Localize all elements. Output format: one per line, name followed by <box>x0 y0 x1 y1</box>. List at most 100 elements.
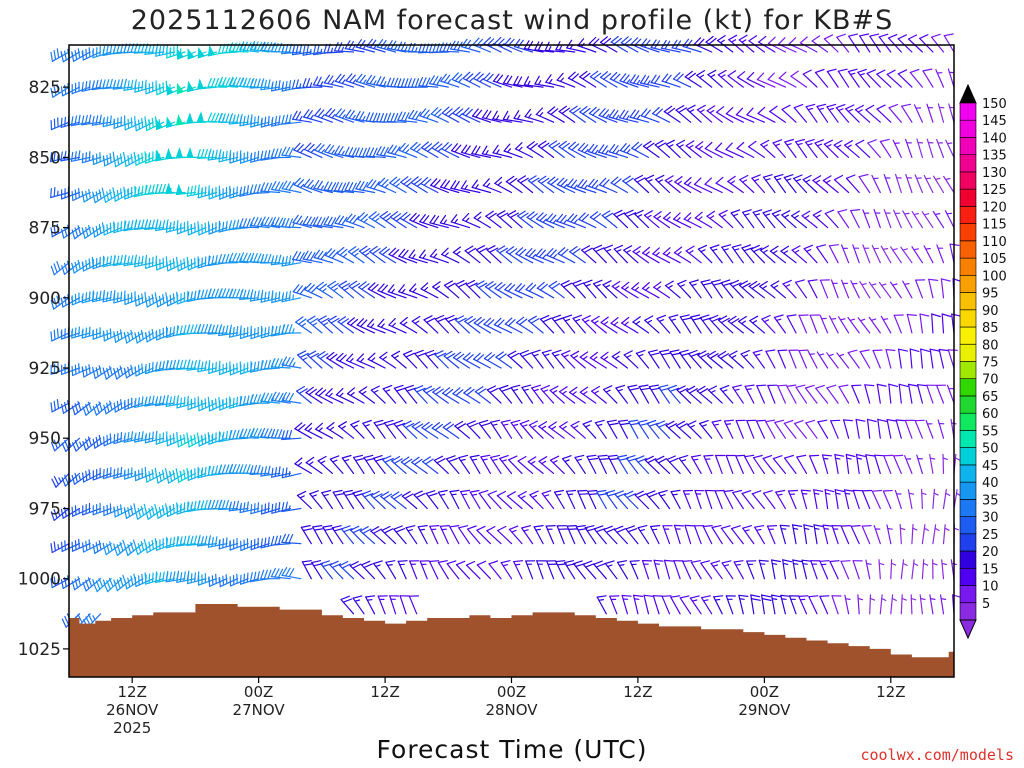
barb-feather <box>429 75 435 85</box>
barb-feather <box>87 577 93 587</box>
barb-feather <box>337 316 347 323</box>
barb-feather <box>607 454 618 457</box>
barb-feather <box>441 106 450 114</box>
barb-feather <box>370 490 380 497</box>
barb-half-feather <box>435 285 440 290</box>
wind-barb <box>124 291 144 306</box>
wind-barb <box>662 247 681 264</box>
barb-feather <box>422 385 432 392</box>
barb-feather <box>405 352 415 358</box>
barb-feather <box>218 222 221 233</box>
barb-feather <box>221 113 226 123</box>
wind-barb <box>292 251 312 264</box>
barb-shaft <box>687 424 702 439</box>
barb-feather <box>710 560 721 565</box>
wind-barb <box>401 491 418 510</box>
barb-feather <box>361 283 370 290</box>
barb-feather <box>70 151 74 162</box>
barb-half-feather <box>697 216 703 221</box>
barb-feather <box>267 79 271 90</box>
wind-barb <box>450 180 470 194</box>
barb-shaft <box>329 458 344 474</box>
barb-half-feather <box>542 218 547 223</box>
barb-feather <box>720 525 731 529</box>
wind-barb <box>667 384 681 404</box>
wind-barb <box>473 316 491 334</box>
barb-feather <box>429 560 440 563</box>
barb-feather <box>288 290 292 301</box>
barb-feather <box>419 214 426 223</box>
wind-barb <box>165 570 186 583</box>
barb-half-feather <box>363 218 368 223</box>
barb-shaft <box>452 357 470 369</box>
barb-feather <box>678 455 689 459</box>
barb-feather <box>460 180 467 189</box>
barb-feather <box>123 80 127 92</box>
wind-barb <box>508 525 523 545</box>
barb-feather <box>640 387 651 391</box>
wind-barb <box>134 291 154 307</box>
barb-feather <box>537 175 547 182</box>
barb-feather <box>605 490 616 494</box>
barb-half-feather <box>299 220 304 226</box>
barb-feather <box>106 468 109 479</box>
barb-feather <box>218 113 223 123</box>
wind-barb <box>725 595 736 615</box>
barb-feather <box>103 404 107 415</box>
barb-half-feather <box>391 288 395 294</box>
barb-shaft <box>704 183 723 194</box>
wind-barb <box>387 144 407 158</box>
barb-feather <box>446 282 456 289</box>
barb-shaft <box>102 472 123 480</box>
wind-barb <box>632 316 650 334</box>
barb-feather <box>626 212 637 218</box>
barb-feather <box>372 455 383 459</box>
barb-half-feather <box>393 355 399 359</box>
wind-barb <box>465 560 481 580</box>
wind-barb <box>360 560 376 580</box>
barb-feather <box>285 501 288 512</box>
barb-feather <box>344 146 350 156</box>
barb-feather <box>113 332 117 343</box>
barb-feather <box>109 290 113 301</box>
barb-feather <box>158 572 162 583</box>
barb-feather <box>200 148 205 159</box>
wind-barb <box>187 48 207 60</box>
barb-shaft <box>508 528 523 545</box>
barb-feather <box>699 314 710 319</box>
wind-barb <box>581 315 597 334</box>
barb-feather <box>400 41 406 52</box>
barb-feather <box>207 150 211 161</box>
barb-feather <box>480 454 491 458</box>
barb-feather <box>619 143 627 151</box>
barb-half-feather <box>56 155 59 161</box>
wind-barb <box>411 421 428 439</box>
barb-feather <box>391 456 401 462</box>
barb-feather <box>343 528 353 533</box>
wind-barb <box>639 74 660 88</box>
barb-feather <box>527 456 537 463</box>
barb-feather <box>735 454 746 457</box>
wind-barb <box>725 106 744 123</box>
barb-feather <box>619 73 627 82</box>
wind-barb <box>376 146 397 158</box>
wind-barb <box>590 385 607 404</box>
barb-feather <box>326 422 335 429</box>
barb-feather <box>302 250 309 260</box>
barb-half-feather <box>57 441 61 447</box>
wind-barb <box>466 420 481 439</box>
wind-barb <box>397 111 418 123</box>
wind-barb <box>538 421 555 439</box>
wind-barb <box>270 429 291 439</box>
barb-half-feather <box>733 248 740 251</box>
wind-barb <box>587 143 607 158</box>
barb-feather <box>580 180 588 189</box>
barb-feather <box>183 258 186 269</box>
wind-barb <box>693 525 705 545</box>
barb-feather <box>190 291 193 302</box>
wind-barb <box>607 454 620 474</box>
wind-barb <box>440 73 460 88</box>
wind-barb <box>420 282 439 299</box>
wind-barb <box>551 349 565 369</box>
wind-barb <box>176 48 196 60</box>
